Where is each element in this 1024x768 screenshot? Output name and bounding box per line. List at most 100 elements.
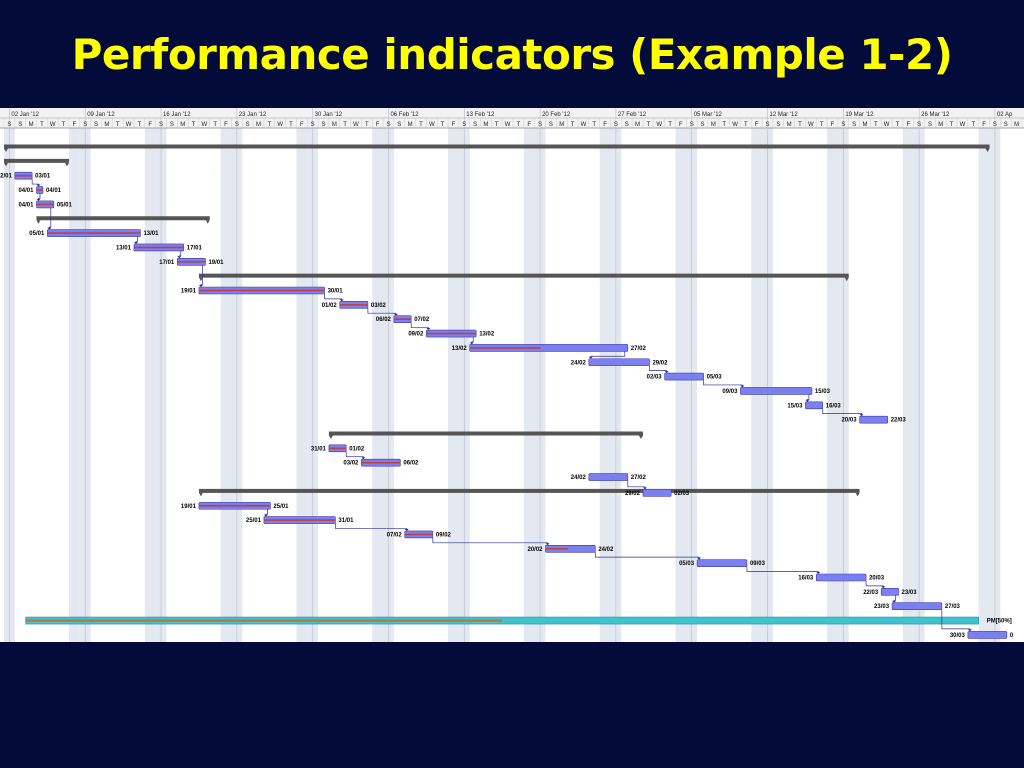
dependency-arrow	[967, 629, 972, 632]
summary-start-marker	[4, 162, 8, 167]
dependency-arrow	[881, 586, 886, 589]
day-letter: S	[1004, 122, 1008, 128]
summary-bar	[4, 144, 990, 149]
task-end-date: 05/03	[707, 375, 723, 381]
dependency-arrow	[36, 198, 41, 201]
day-letter: S	[473, 122, 477, 128]
task-end-date: 17/01	[187, 245, 203, 251]
task-progress-line	[198, 289, 325, 292]
day-letter: S	[766, 122, 770, 128]
task-end-date: 31/01	[338, 518, 354, 524]
task-bar	[740, 387, 813, 395]
day-letter: F	[755, 122, 759, 128]
day-letter: W	[126, 122, 132, 128]
task-progress-line	[47, 232, 141, 234]
day-letter: W	[808, 122, 814, 128]
dependency-arrow	[588, 356, 593, 359]
day-letter: S	[83, 122, 87, 128]
task-progress-line	[361, 461, 401, 464]
task-progress-line	[393, 318, 412, 320]
dependency-arrow	[892, 600, 897, 603]
day-letter: T	[40, 122, 44, 128]
task-end-date: 05/01	[57, 202, 73, 208]
day-letter: F	[982, 122, 986, 128]
task-end-date: 23/03	[902, 590, 918, 596]
weekend-column	[675, 128, 687, 642]
task-start-date: 19/01	[181, 504, 197, 510]
day-letter: T	[722, 122, 726, 128]
dependency-link	[335, 523, 408, 531]
task-start-date: 17/01	[159, 260, 175, 266]
day-letter: S	[928, 122, 932, 128]
task-start-date: 19/01	[181, 289, 197, 295]
day-letter: S	[386, 122, 390, 128]
task-start-date: 30/03	[950, 633, 966, 639]
weekend-column	[523, 128, 535, 642]
dependency-arrow	[198, 285, 203, 287]
day-letter: T	[668, 122, 672, 128]
day-letter: M	[256, 122, 261, 128]
day-letter: F	[300, 122, 304, 128]
day-letter: M	[29, 122, 34, 128]
task-start-date: 13/01	[116, 245, 132, 251]
task-bar	[664, 372, 704, 381]
task-progress-line	[14, 174, 33, 177]
task-bar	[891, 602, 943, 611]
dependency-arrow	[393, 313, 398, 316]
task-start-date: 16/03	[798, 576, 814, 582]
day-letter: T	[138, 122, 142, 128]
task-progress-line	[545, 548, 568, 550]
day-letter: M	[1014, 122, 1019, 128]
task-progress-line	[404, 533, 433, 536]
task-start-date: 07/02	[387, 532, 403, 538]
summary-end-marker	[855, 492, 860, 497]
summary-bar	[328, 431, 643, 436]
task-end-date: 09/02	[436, 532, 452, 538]
day-letter: M	[938, 122, 943, 128]
dependency-arrow	[263, 514, 268, 517]
day-letter: W	[732, 122, 738, 128]
day-letter: F	[603, 122, 607, 128]
day-letter: T	[592, 122, 596, 128]
day-letter: T	[116, 122, 120, 128]
task-start-date: 09/02	[408, 332, 424, 338]
day-letter: T	[213, 122, 217, 128]
day-letter: S	[538, 122, 542, 128]
day-letter: T	[192, 122, 196, 128]
week-label: 13 Feb '12	[466, 112, 495, 118]
task-start-date: 20/02	[527, 547, 543, 553]
task-bar	[588, 358, 650, 367]
gantt-svg: 02 Jan '12 09 Jan '12 16 Jan '12 23 Jan '12…	[0, 108, 1024, 642]
task-end-date: 0	[1010, 633, 1014, 639]
day-letter: S	[614, 122, 618, 128]
dependency-arrow	[177, 256, 182, 259]
task-start-date: 22/03	[863, 590, 879, 596]
task-progress-line	[339, 304, 368, 306]
day-letter: T	[571, 122, 575, 128]
day-letter: S	[94, 122, 98, 128]
day-letter: M	[180, 122, 185, 128]
task-end-date: 27/02	[631, 346, 647, 352]
week-label: 19 Mar '12	[845, 112, 874, 118]
day-letter: M	[862, 122, 867, 128]
task-start-date: 09/03	[722, 389, 738, 395]
day-letter: M	[408, 122, 413, 128]
day-letter: S	[841, 122, 845, 128]
day-letter: T	[365, 122, 369, 128]
task-end-date: 22/03	[891, 418, 907, 424]
day-letter: M	[711, 122, 716, 128]
dependency-link	[324, 294, 343, 301]
summary-end-marker	[638, 435, 643, 439]
weekend-column	[220, 128, 232, 642]
task-progress-line	[36, 203, 54, 206]
day-letter: T	[744, 122, 748, 128]
project-progress-label: PM[50%]	[987, 619, 1012, 625]
day-letter: S	[625, 122, 629, 128]
dependency-arrow	[740, 385, 745, 388]
day-letter: W	[429, 122, 435, 128]
day-letter: T	[820, 122, 824, 128]
task-start-date: 03/02	[343, 461, 359, 467]
task-start-date: 31/01	[311, 446, 327, 452]
day-letter: S	[246, 122, 250, 128]
day-letter: F	[73, 122, 77, 128]
